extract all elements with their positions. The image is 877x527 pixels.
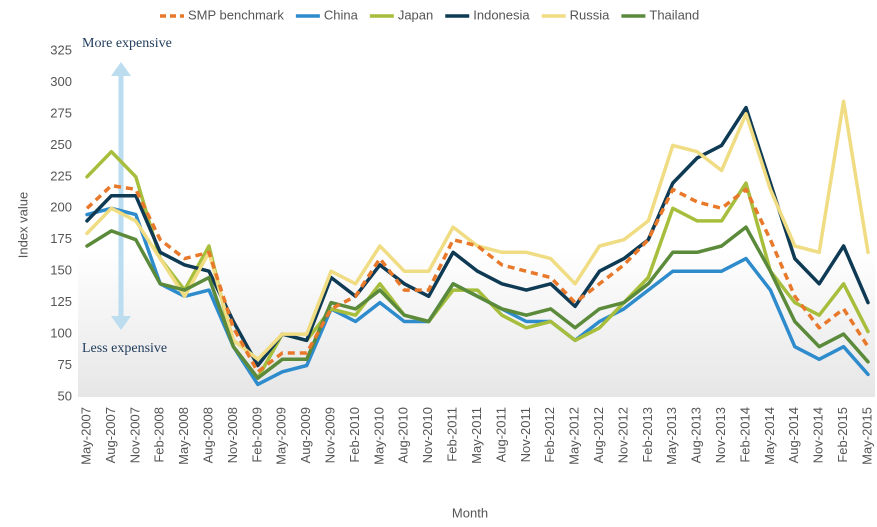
x-tick-label: Aug-2007: [103, 407, 118, 463]
x-tick-label: Feb-2014: [737, 407, 752, 463]
x-axis-label: Month: [452, 505, 488, 520]
legend-label: Russia: [570, 7, 611, 22]
y-tick-label: 325: [50, 42, 72, 57]
x-tick-label: Feb-2013: [640, 407, 655, 463]
x-tick-label: Nov-2012: [615, 407, 630, 463]
x-tick-label: May-2014: [762, 407, 777, 465]
legend-label: SMP benchmark: [188, 7, 284, 22]
x-tick-label: May-2013: [664, 407, 679, 465]
x-tick-label: Aug-2009: [298, 407, 313, 463]
y-tick-label: 150: [50, 263, 72, 278]
x-tick-label: Aug-2014: [786, 407, 801, 463]
x-tick-label: Nov-2011: [518, 407, 533, 462]
y-tick-label: 225: [50, 168, 72, 183]
x-tick-label: May-2015: [859, 407, 874, 465]
y-tick-label: 200: [50, 200, 72, 215]
annotation: More expensive: [82, 36, 172, 51]
x-tick-label: Aug-2013: [689, 407, 704, 463]
x-tick-label: Feb-2012: [542, 407, 557, 463]
x-tick-label: Nov-2009: [323, 407, 338, 463]
x-tick-label: Nov-2010: [420, 407, 435, 463]
x-tick-label: Aug-2011: [493, 407, 508, 462]
x-tick-label: May-2010: [371, 407, 386, 465]
legend-label: Japan: [398, 7, 433, 22]
legend-label: Indonesia: [473, 7, 530, 22]
x-tick-label: Feb-2010: [347, 407, 362, 463]
y-tick-label: 100: [50, 326, 72, 341]
annotation: Less expensive: [82, 341, 167, 356]
x-tick-label: May-2011: [469, 407, 484, 464]
series-line: [85, 183, 870, 374]
legend-label: China: [324, 7, 359, 22]
x-tick-label: Nov-2013: [713, 407, 728, 463]
y-tick-label: 250: [50, 137, 72, 152]
y-tick-label: 50: [58, 388, 72, 403]
y-tick-label: 300: [50, 74, 72, 89]
x-tick-label: May-2007: [78, 407, 93, 465]
x-tick-label: May-2012: [567, 407, 582, 465]
x-tick-label: Aug-2008: [200, 407, 215, 463]
legend-label: Thailand: [649, 7, 699, 22]
x-tick-label: May-2009: [274, 407, 289, 465]
x-tick-label: Feb-2008: [152, 407, 167, 463]
y-tick-label: 125: [50, 294, 72, 309]
x-tick-label: Aug-2010: [396, 407, 411, 463]
x-tick-label: May-2008: [176, 407, 191, 465]
series-line: [85, 225, 870, 380]
x-tick-label: Nov-2014: [811, 407, 826, 463]
x-tick-label: Feb-2015: [835, 407, 850, 463]
x-tick-label: Feb-2011: [445, 407, 460, 462]
y-tick-label: 75: [58, 357, 72, 372]
x-tick-label: Feb-2009: [249, 407, 264, 463]
y-axis-label: Index value: [15, 192, 30, 259]
x-tick-label: Nov-2008: [225, 407, 240, 463]
x-tick-label: Nov-2007: [127, 407, 142, 463]
y-tick-label: 175: [50, 231, 72, 246]
y-tick-label: 275: [50, 105, 72, 120]
series-line: [85, 99, 870, 362]
x-tick-label: Aug-2012: [591, 407, 606, 463]
